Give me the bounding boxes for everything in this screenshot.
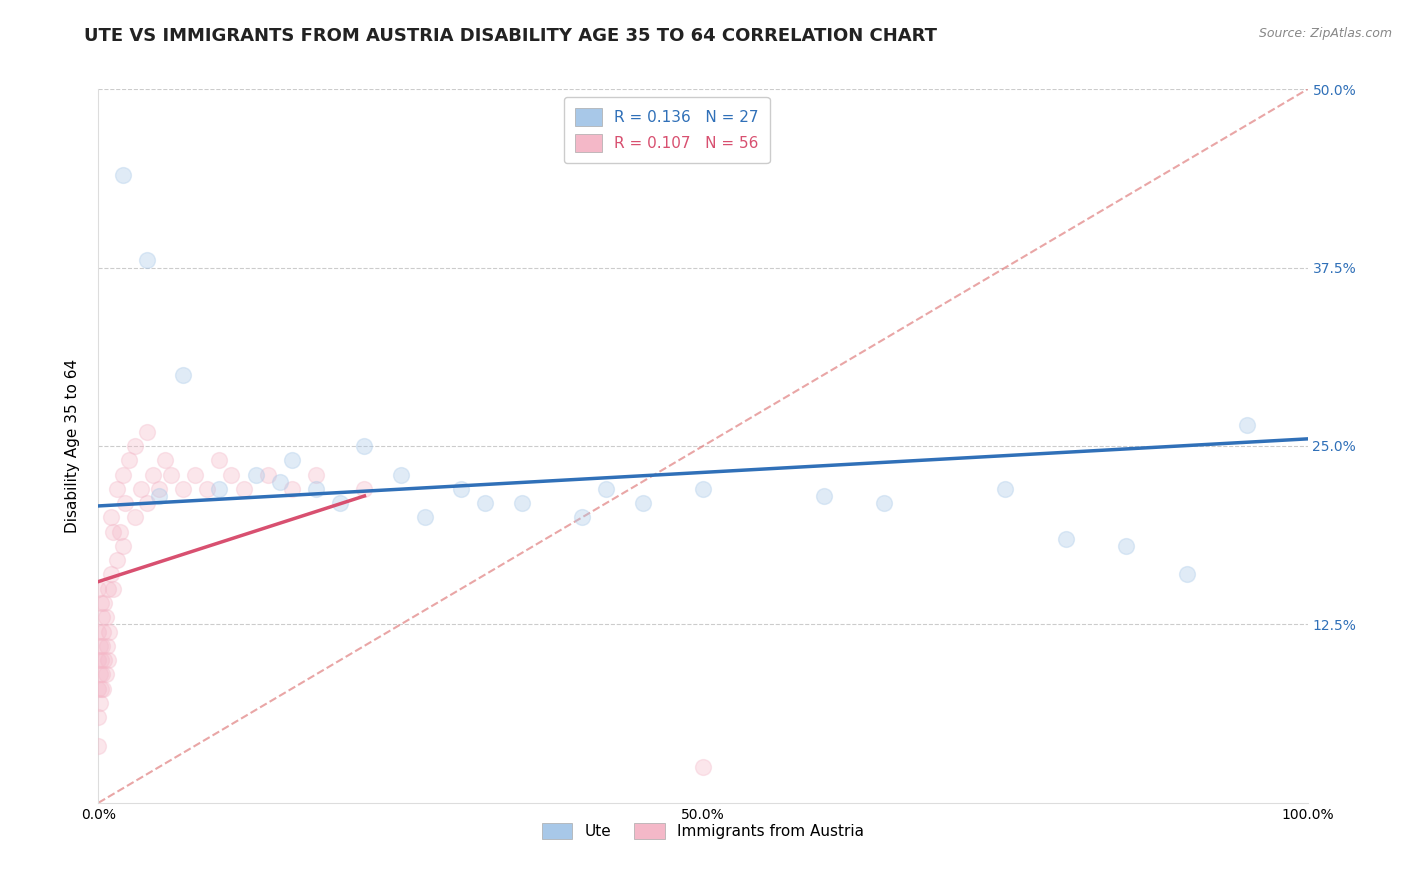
Point bbox=[1115, 539, 1137, 553]
Point bbox=[105, 482, 128, 496]
Point bbox=[90, 653, 112, 667]
Point bbox=[148, 482, 170, 496]
Point bbox=[195, 482, 218, 496]
Point bbox=[873, 496, 896, 510]
Point bbox=[124, 510, 146, 524]
Point bbox=[94, 667, 117, 681]
Point bbox=[281, 453, 304, 467]
Point bbox=[305, 482, 328, 496]
Point bbox=[87, 653, 110, 667]
Point bbox=[97, 653, 120, 667]
Point bbox=[153, 453, 176, 467]
Point bbox=[221, 467, 243, 482]
Point bbox=[172, 368, 194, 382]
Point bbox=[91, 639, 114, 653]
Point bbox=[160, 467, 183, 482]
Text: Source: ZipAtlas.com: Source: ZipAtlas.com bbox=[1258, 27, 1392, 40]
Point bbox=[91, 681, 114, 696]
Point bbox=[256, 467, 278, 482]
Point bbox=[100, 567, 122, 582]
Point bbox=[353, 439, 375, 453]
Legend: Ute, Immigrants from Austria: Ute, Immigrants from Austria bbox=[536, 817, 870, 845]
Point bbox=[87, 710, 110, 724]
Point bbox=[111, 467, 134, 482]
Point bbox=[692, 760, 714, 774]
Point bbox=[101, 524, 124, 539]
Point bbox=[98, 624, 121, 639]
Point bbox=[87, 681, 110, 696]
Point bbox=[571, 510, 593, 524]
Point bbox=[245, 467, 267, 482]
Point bbox=[353, 482, 375, 496]
Point bbox=[105, 553, 128, 567]
Point bbox=[129, 482, 152, 496]
Point bbox=[135, 496, 157, 510]
Point bbox=[89, 667, 111, 681]
Point bbox=[89, 696, 111, 710]
Point bbox=[269, 475, 291, 489]
Point bbox=[94, 610, 117, 624]
Point bbox=[135, 425, 157, 439]
Point bbox=[89, 639, 111, 653]
Point bbox=[114, 496, 136, 510]
Point bbox=[90, 596, 112, 610]
Point bbox=[101, 582, 124, 596]
Point bbox=[135, 253, 157, 268]
Point bbox=[595, 482, 617, 496]
Point bbox=[994, 482, 1017, 496]
Point bbox=[87, 582, 110, 596]
Point bbox=[474, 496, 496, 510]
Point bbox=[413, 510, 436, 524]
Point bbox=[148, 489, 170, 503]
Point bbox=[208, 453, 231, 467]
Point bbox=[91, 624, 114, 639]
Point bbox=[100, 510, 122, 524]
Point bbox=[108, 524, 131, 539]
Point bbox=[111, 168, 134, 182]
Point bbox=[91, 610, 114, 624]
Point bbox=[142, 467, 165, 482]
Point bbox=[96, 639, 118, 653]
Point bbox=[232, 482, 254, 496]
Point bbox=[1175, 567, 1198, 582]
Point bbox=[281, 482, 304, 496]
Y-axis label: Disability Age 35 to 64: Disability Age 35 to 64 bbox=[65, 359, 80, 533]
Point bbox=[389, 467, 412, 482]
Point bbox=[450, 482, 472, 496]
Point bbox=[1236, 417, 1258, 432]
Point bbox=[90, 681, 112, 696]
Point bbox=[97, 582, 120, 596]
Point bbox=[813, 489, 835, 503]
Point bbox=[91, 667, 114, 681]
Point bbox=[87, 739, 110, 753]
Point bbox=[87, 624, 110, 639]
Point bbox=[329, 496, 352, 510]
Point bbox=[118, 453, 141, 467]
Point bbox=[1054, 532, 1077, 546]
Point bbox=[93, 596, 115, 610]
Point bbox=[305, 467, 328, 482]
Point bbox=[93, 653, 115, 667]
Point bbox=[631, 496, 654, 510]
Text: UTE VS IMMIGRANTS FROM AUSTRIA DISABILITY AGE 35 TO 64 CORRELATION CHART: UTE VS IMMIGRANTS FROM AUSTRIA DISABILIT… bbox=[84, 27, 938, 45]
Point bbox=[172, 482, 194, 496]
Point bbox=[208, 482, 231, 496]
Point bbox=[692, 482, 714, 496]
Point bbox=[111, 539, 134, 553]
Point bbox=[510, 496, 533, 510]
Point bbox=[124, 439, 146, 453]
Point bbox=[184, 467, 207, 482]
